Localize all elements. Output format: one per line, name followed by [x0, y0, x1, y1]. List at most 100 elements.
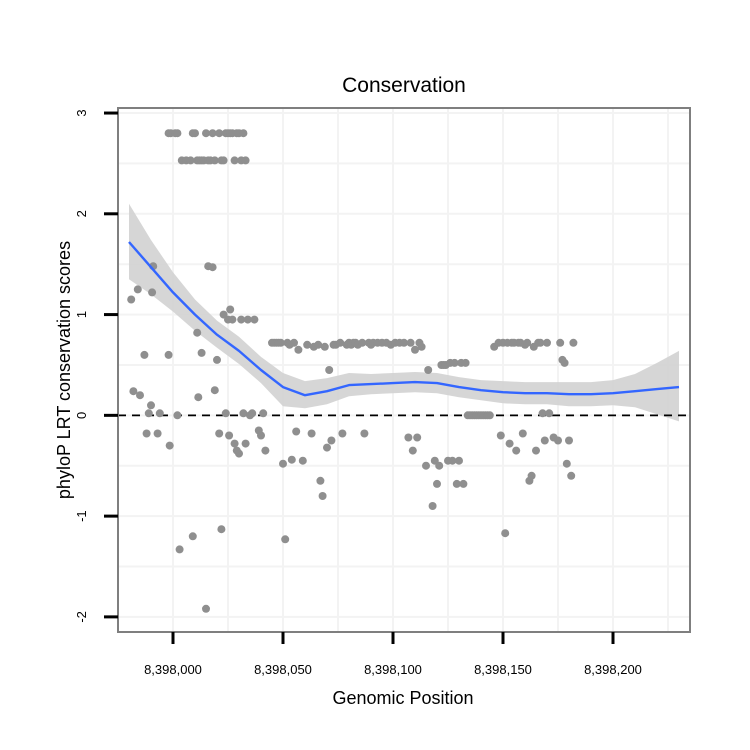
data-point	[210, 156, 219, 165]
data-point	[225, 431, 234, 440]
data-point	[318, 492, 327, 500]
data-point	[142, 429, 151, 438]
y-axis-label: phyloP LRT conservation scores	[54, 241, 74, 499]
data-point	[191, 129, 199, 138]
x-tick-label: 8,398,000	[144, 662, 202, 677]
data-point	[279, 459, 287, 468]
data-point	[188, 532, 197, 541]
data-point	[567, 471, 576, 480]
data-point	[127, 295, 136, 304]
data-point	[197, 348, 206, 357]
data-point	[556, 338, 565, 347]
data-point	[241, 156, 250, 165]
data-point	[164, 350, 173, 359]
data-point	[461, 358, 470, 367]
data-point	[230, 156, 239, 165]
data-point	[298, 456, 307, 465]
data-point	[215, 429, 224, 438]
data-point	[219, 156, 228, 165]
data-point	[424, 366, 433, 374]
x-axis-label: Genomic Position	[332, 688, 473, 708]
data-point	[140, 350, 149, 359]
data-point	[540, 436, 549, 445]
data-point	[485, 411, 494, 420]
confidence-band-group	[129, 203, 679, 422]
data-point	[408, 446, 417, 455]
data-point	[560, 358, 569, 367]
data-point	[175, 545, 184, 554]
data-point	[173, 411, 182, 420]
data-point	[276, 338, 285, 347]
data-point	[208, 263, 217, 272]
data-point	[202, 604, 210, 613]
data-point	[536, 338, 545, 347]
data-point	[450, 358, 459, 367]
y-tick-label: 3	[74, 109, 89, 116]
data-point	[452, 479, 461, 488]
data-point	[239, 409, 248, 418]
y-tick-label: -1	[74, 510, 89, 522]
data-point	[208, 129, 217, 138]
data-point	[217, 525, 226, 534]
data-point	[294, 345, 303, 354]
data-point	[235, 449, 243, 458]
smooth-line	[128, 241, 680, 397]
data-point	[193, 328, 202, 337]
data-point	[210, 386, 219, 395]
data-point	[147, 401, 155, 410]
data-point	[538, 409, 547, 418]
data-point	[148, 288, 157, 297]
data-point	[501, 529, 510, 538]
data-point	[411, 345, 419, 354]
x-tick-label: 8,398,100	[364, 662, 422, 677]
data-point	[202, 129, 210, 138]
data-point	[290, 338, 298, 347]
data-point	[243, 315, 252, 324]
data-point	[404, 433, 413, 442]
data-point	[215, 129, 224, 138]
y-tick-label: -2	[74, 611, 89, 623]
panel-border	[117, 107, 691, 633]
data-point	[281, 535, 290, 544]
data-point	[259, 409, 268, 418]
data-point	[422, 461, 430, 470]
data-point	[173, 129, 182, 138]
x-tick-label: 8,398,050	[254, 662, 312, 677]
data-point	[292, 427, 301, 436]
data-point	[428, 502, 437, 510]
data-point	[239, 129, 248, 138]
data-point	[358, 338, 367, 347]
data-point	[406, 338, 415, 347]
y-tick-label: 2	[74, 210, 89, 217]
data-point	[518, 429, 527, 438]
data-point	[435, 461, 444, 470]
data-point	[323, 443, 331, 452]
data-point	[448, 456, 457, 465]
data-point	[554, 436, 562, 445]
data-point	[314, 340, 323, 349]
data-point	[316, 476, 325, 485]
chart-title: Conservation	[342, 74, 466, 97]
y-tick-label: 1	[74, 311, 89, 318]
data-point	[543, 338, 551, 347]
x-tick-label: 8,398,150	[474, 662, 532, 677]
data-point	[250, 315, 259, 324]
data-point	[512, 446, 521, 455]
data-point	[459, 479, 468, 488]
data-point	[360, 429, 369, 438]
data-point	[133, 285, 142, 294]
data-point	[417, 342, 426, 351]
data-point	[194, 393, 203, 402]
data-point	[186, 156, 195, 165]
data-point	[287, 455, 296, 464]
data-point	[226, 305, 235, 314]
axes: 8,398,000 8,398,050 8,398,100 8,398,150 8,39…	[74, 109, 642, 677]
data-point	[228, 315, 237, 324]
data-point	[257, 431, 265, 440]
data-point	[320, 342, 329, 351]
data-point	[496, 431, 505, 440]
data-point	[327, 436, 336, 445]
data-point	[241, 439, 250, 448]
data-point	[248, 409, 257, 418]
data-point	[165, 441, 174, 450]
